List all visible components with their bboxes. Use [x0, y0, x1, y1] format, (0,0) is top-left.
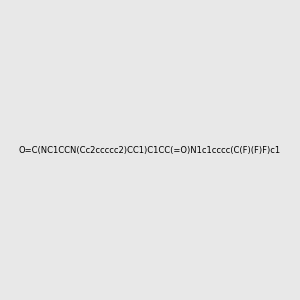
Text: O=C(NC1CCN(Cc2ccccc2)CC1)C1CC(=O)N1c1cccc(C(F)(F)F)c1: O=C(NC1CCN(Cc2ccccc2)CC1)C1CC(=O)N1c1ccc…	[19, 146, 281, 154]
